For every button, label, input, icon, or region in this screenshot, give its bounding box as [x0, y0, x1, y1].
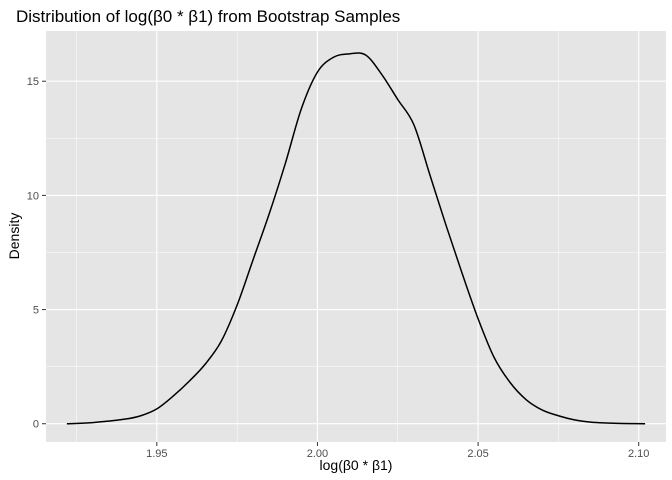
x-tick-label: 1.95: [146, 448, 167, 460]
y-tick-label: 10: [27, 190, 39, 202]
y-tick-label: 5: [33, 305, 39, 317]
y-tick-label: 0: [33, 419, 39, 431]
y-tick-label: 15: [27, 76, 39, 88]
x-tick-label: 2.05: [467, 448, 488, 460]
plot-panel: [46, 31, 666, 442]
x-axis: 1.95 2.00 2.05 2.10: [146, 442, 649, 460]
y-axis-title: Density: [6, 213, 22, 260]
y-axis: 0 5 10 15: [27, 76, 46, 431]
density-curve: [66, 52, 646, 425]
x-tick-label: 2.00: [307, 448, 328, 460]
grid-lines: [46, 31, 666, 442]
x-tick-label: 2.10: [628, 448, 649, 460]
x-axis-title: log(β0 * β1): [320, 457, 393, 473]
chart-title: Distribution of log(β0 * β1) from Bootst…: [16, 7, 400, 26]
